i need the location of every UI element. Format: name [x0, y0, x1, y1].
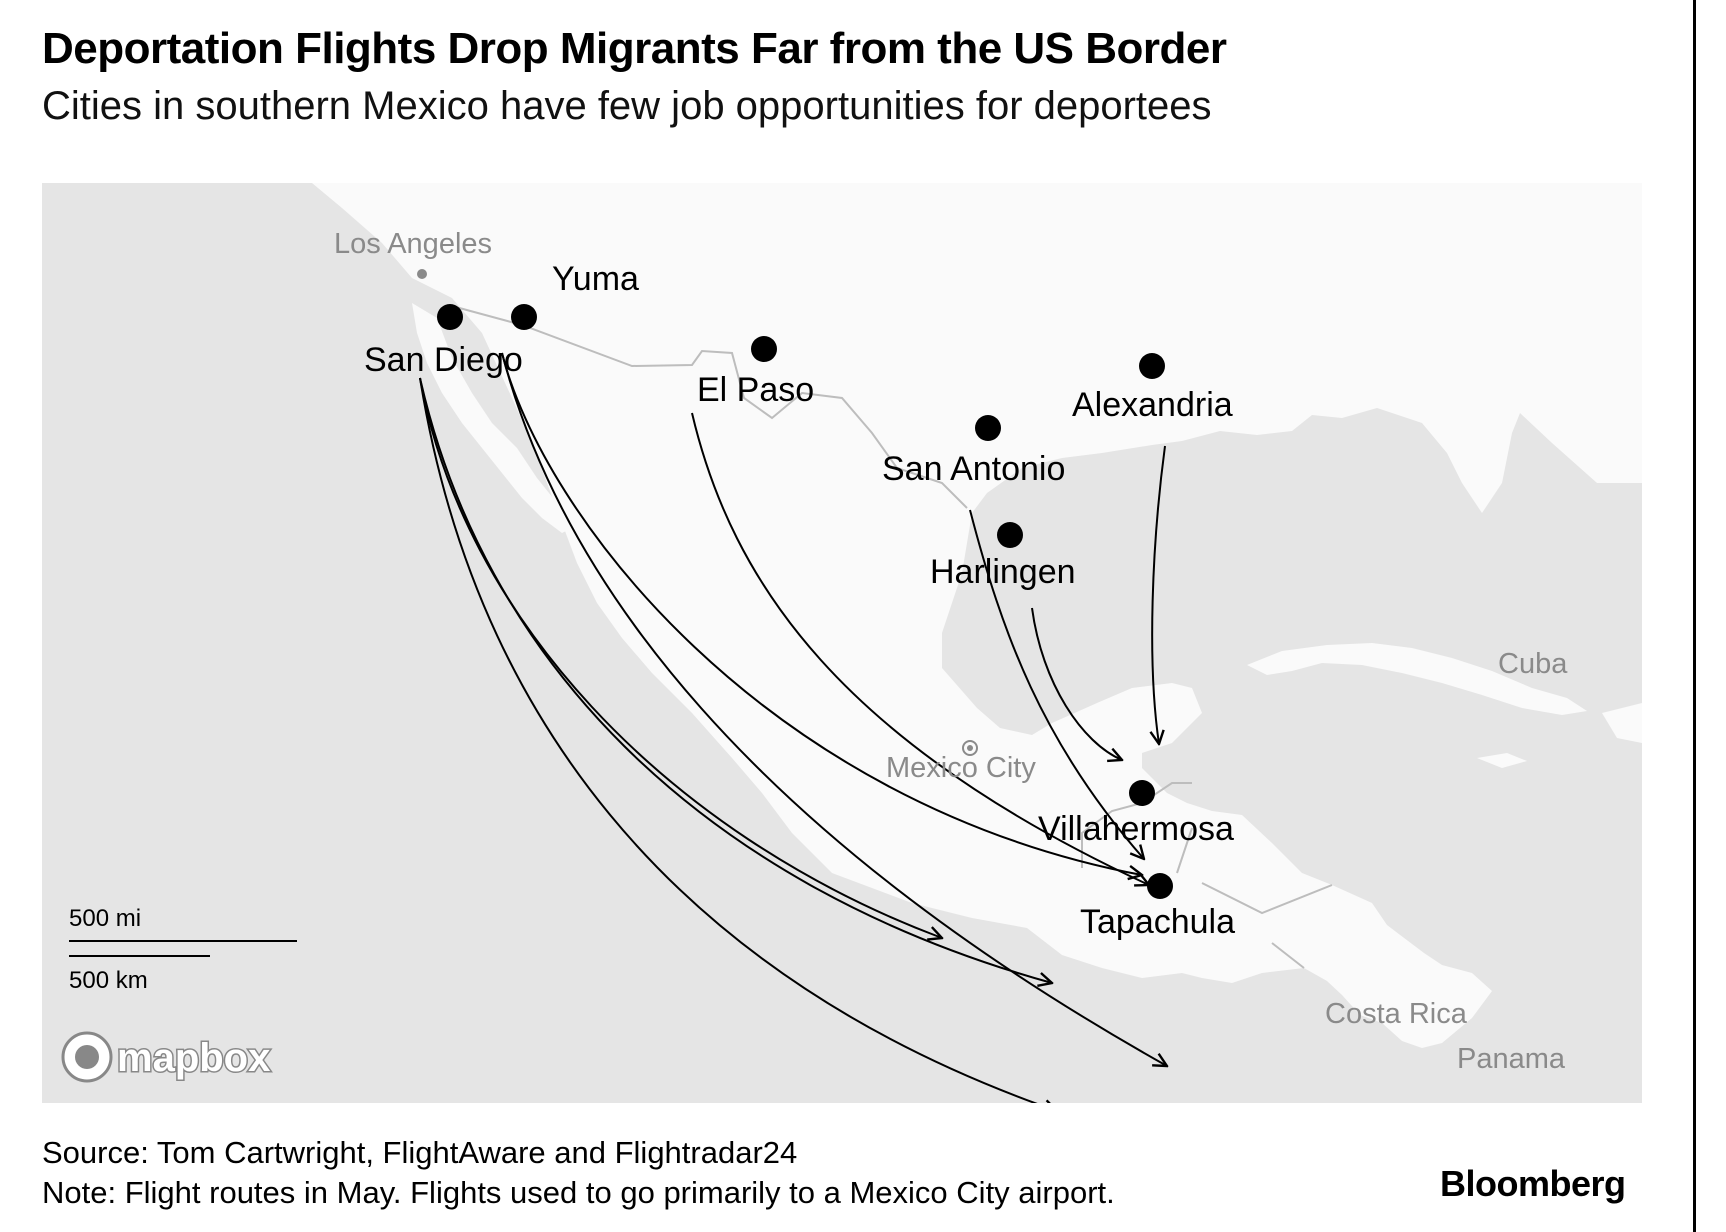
route-san-diego-villahermosa	[419, 377, 942, 938]
hispaniola-land	[1602, 703, 1642, 743]
panama-label: Panama	[1457, 1043, 1566, 1075]
san-antonio-label: San Antonio	[882, 450, 1065, 488]
source-note: Source: Tom Cartwright, FlightAware and …	[42, 1135, 798, 1170]
bloomberg-logo: Bloomberg	[1440, 1163, 1626, 1204]
route-yuma-tapachula	[501, 352, 1167, 1066]
san-antonio-dot	[975, 415, 1001, 441]
el-paso-dot	[751, 336, 777, 362]
villahermosa-label: Villahermosa	[1038, 810, 1234, 848]
cuba-land	[1247, 643, 1587, 715]
map-panel: San Diego Yuma El Paso San Antonio Harli…	[42, 183, 1642, 1103]
route-el-paso-villahermosa	[691, 412, 1149, 885]
route-san-diego-tapachula-2	[419, 377, 1057, 1103]
san-diego-label: San Diego	[364, 341, 523, 379]
map-svg: San Diego Yuma El Paso San Antonio Harli…	[61, 183, 1642, 1103]
scale-bar: 500 mi 500 km	[69, 905, 297, 994]
el-paso-label: El Paso	[697, 371, 814, 409]
route-alexandria-villahermosa	[1152, 445, 1166, 744]
route-harlingen-villahermosa	[1031, 607, 1122, 760]
costa-rica-label: Costa Rica	[1325, 998, 1468, 1030]
tapachula-dot	[1147, 873, 1173, 899]
alexandria-dot	[1139, 353, 1165, 379]
mexico-city-marker	[962, 740, 978, 756]
baja-california-land	[412, 303, 572, 533]
footnote: Note: Flight routes in May. Flights used…	[42, 1175, 1115, 1210]
harlingen-dot	[997, 522, 1023, 548]
flight-routes	[419, 352, 1167, 1103]
los-angeles-label: Los Angeles	[334, 228, 492, 260]
route-san-antonio-tapachula	[969, 509, 1144, 859]
scale-km-label: 500 km	[69, 967, 148, 994]
san-diego-dot	[437, 304, 463, 330]
mapbox-logo-text: mapbox	[117, 1036, 270, 1080]
yuma-label: Yuma	[552, 260, 639, 298]
scale-miles-label: 500 mi	[69, 905, 141, 932]
mapbox-logo: mapbox	[61, 1031, 272, 1083]
villahermosa-dot	[1129, 780, 1155, 806]
chart-title: Deportation Flights Drop Migrants Far fr…	[42, 24, 1227, 73]
yuma-dot	[511, 304, 537, 330]
central-america-borders	[1176, 827, 1333, 969]
los-angeles-marker	[417, 269, 427, 279]
north-america-land	[312, 183, 1642, 1048]
right-edge-rule	[1693, 0, 1696, 1232]
us-mexico-border	[451, 305, 968, 509]
alexandria-label: Alexandria	[1072, 386, 1233, 424]
tapachula-label: Tapachula	[1080, 903, 1235, 941]
route-san-diego-tapachula-1	[419, 377, 1052, 983]
chart-subtitle: Cities in southern Mexico have few job o…	[42, 84, 1212, 128]
mexico-city-marker-dot	[967, 745, 973, 751]
jamaica-land	[1477, 753, 1527, 768]
harlingen-label: Harlingen	[930, 553, 1076, 591]
cuba-label: Cuba	[1498, 648, 1568, 680]
mexico-city-label: Mexico City	[886, 752, 1036, 784]
guatemala-border	[1081, 782, 1192, 868]
route-yuma-villahermosa	[501, 352, 1142, 875]
